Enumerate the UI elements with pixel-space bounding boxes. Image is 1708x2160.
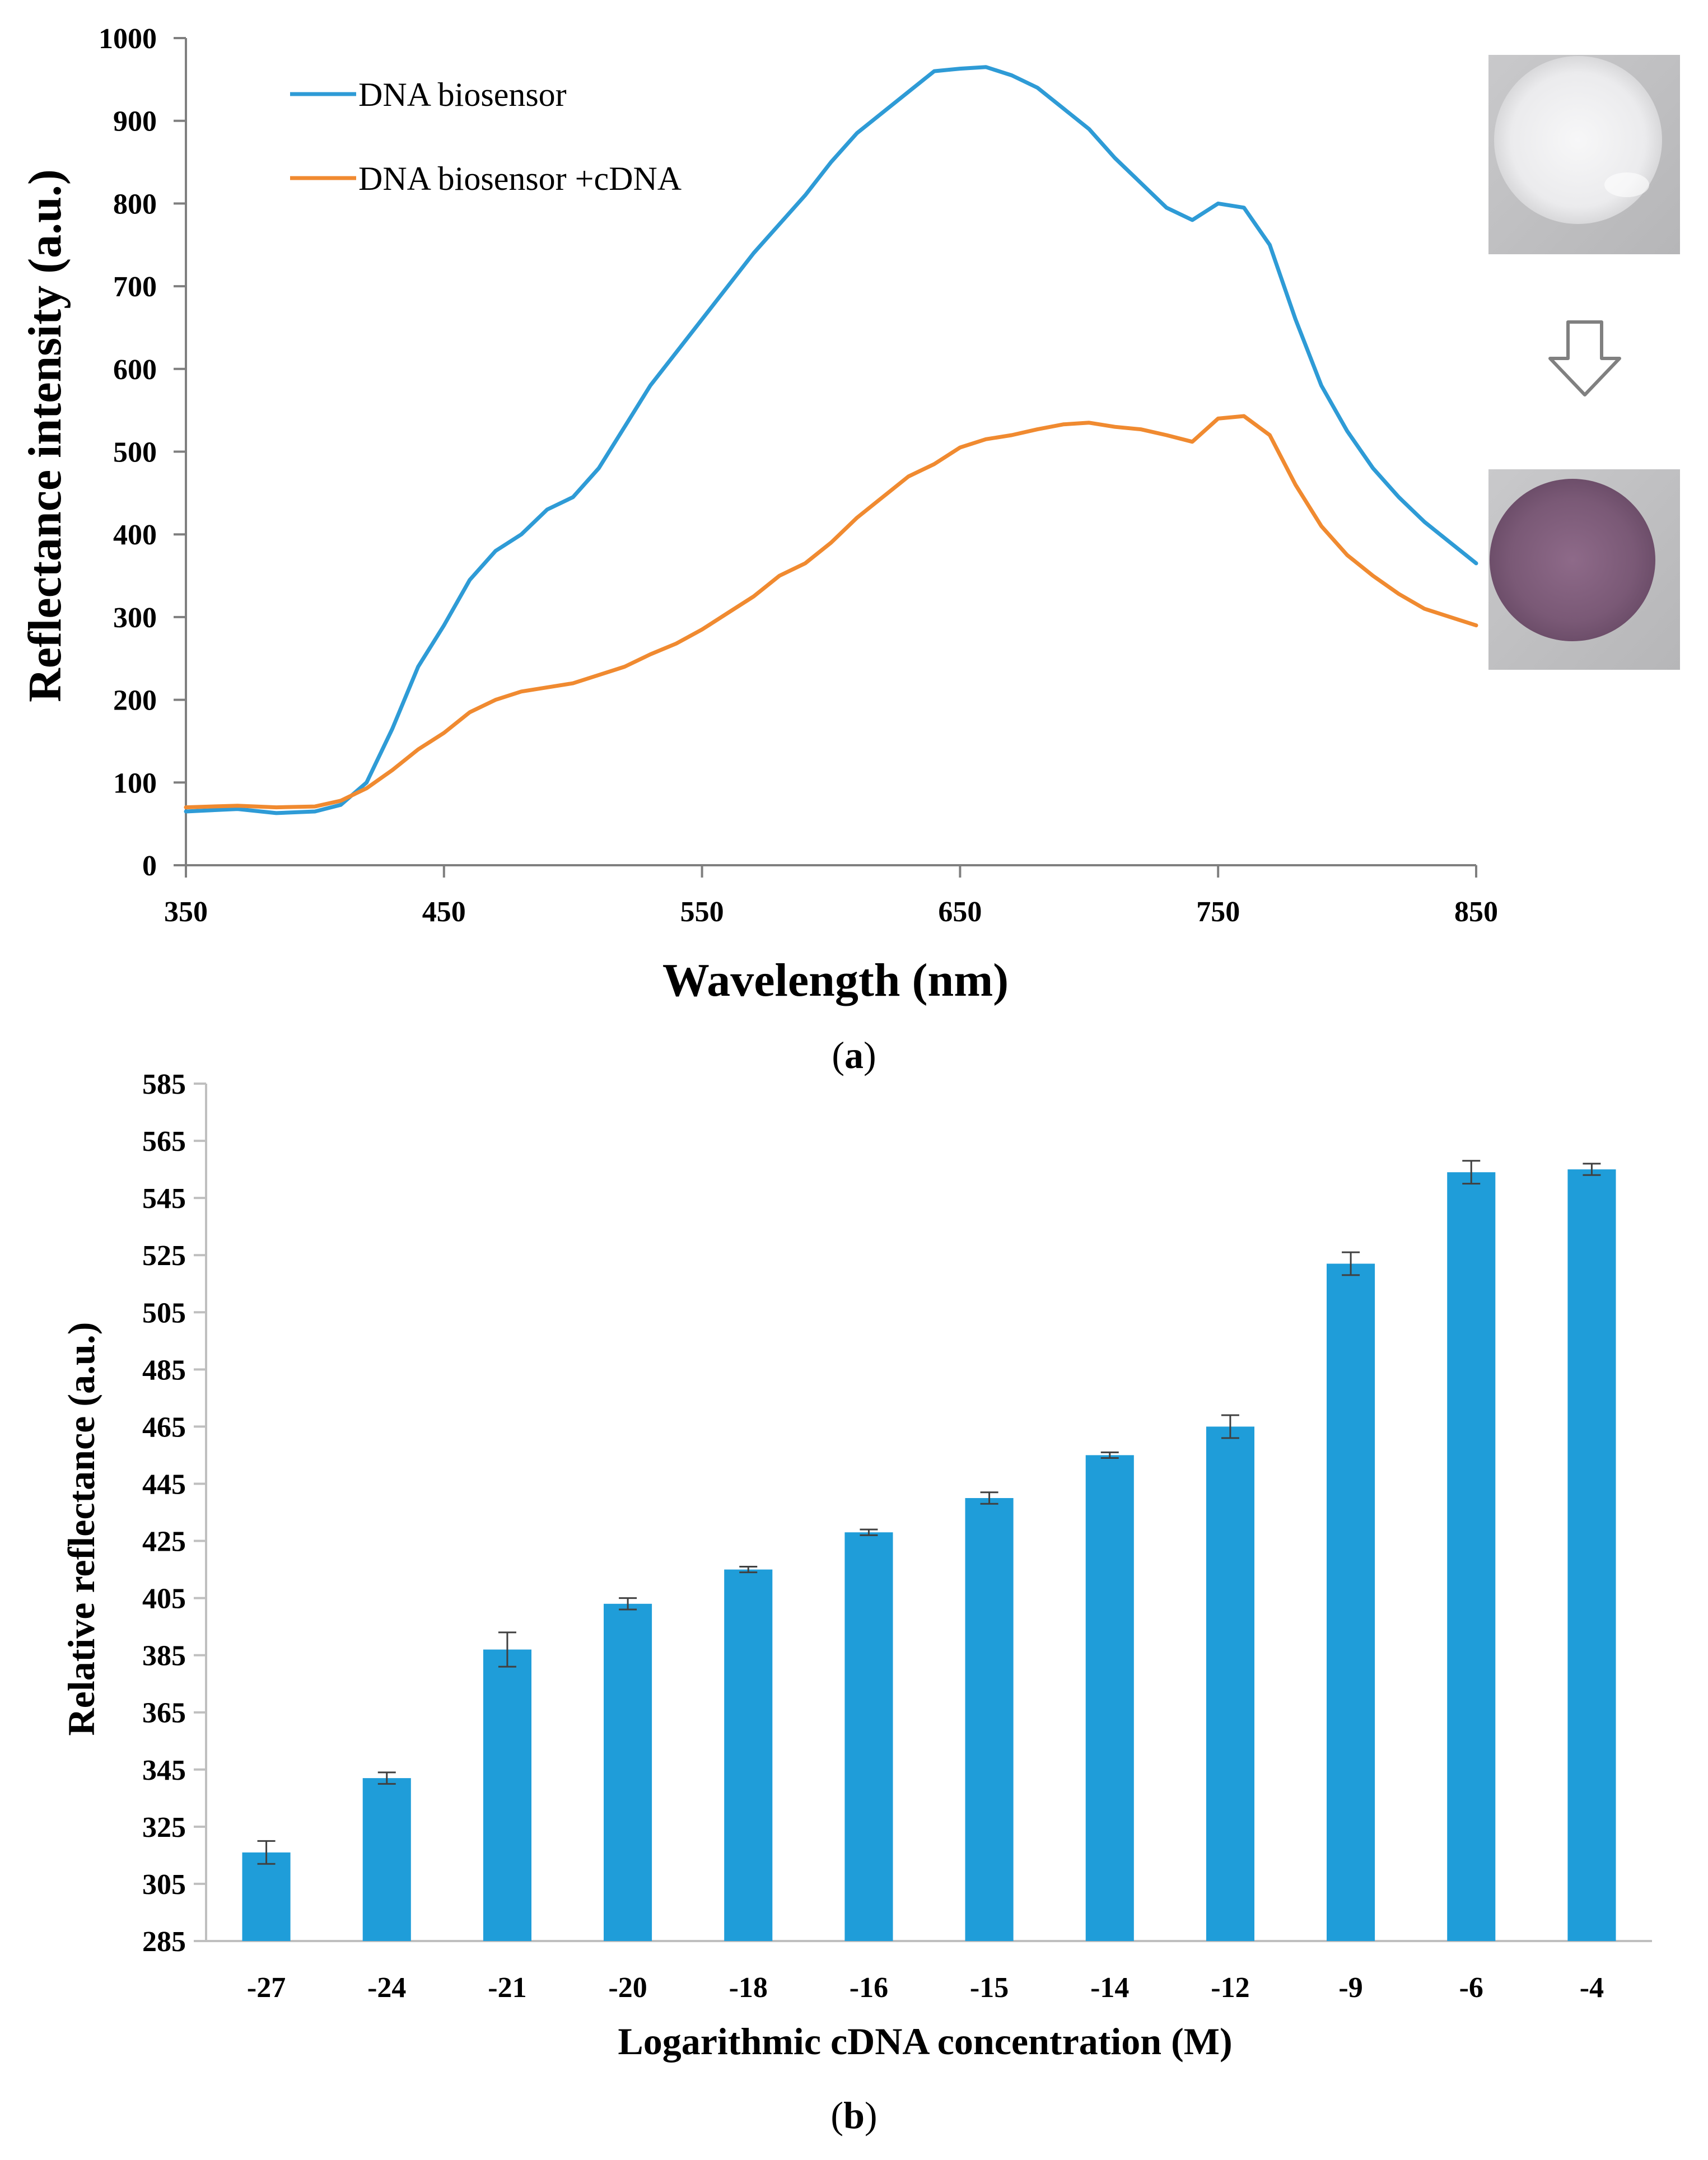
chart-a-y-tick-label: 900	[113, 106, 157, 138]
chart-b-x-tick-label: -21	[488, 1972, 526, 2004]
chart-b-x-tick-label: -15	[970, 1972, 1009, 2004]
chart-b-y-tick-label: 285	[142, 1926, 186, 1958]
chart-b-y-tick-label: 525	[142, 1240, 186, 1272]
chart-b-x-tick-label: -18	[729, 1972, 768, 2004]
chart-b-x-tick-label: -14	[1090, 1972, 1129, 2004]
bar--24	[362, 1778, 411, 1941]
bar--18	[724, 1569, 773, 1941]
error-bar--27	[257, 1840, 276, 1865]
down-arrow-icon	[1548, 320, 1621, 396]
white-sensor-spot-photo	[1488, 55, 1680, 254]
chart-b-y-tick-label: 325	[142, 1812, 186, 1844]
chart-b-x-tick-label: -6	[1459, 1972, 1483, 2004]
error-bar--20	[619, 1597, 637, 1611]
chart-b-y-tick-label: 385	[142, 1640, 186, 1672]
chart-b-x-ticks: -27 -24 -21 -20 -18 -16 -15 -14 -12 -9 -6 -4	[247, 1972, 1604, 2004]
chart-a-legend: DNA biosensor DNA biosensor +cDNA	[290, 76, 682, 197]
chart-b-y-tick-label: 485	[142, 1354, 186, 1386]
chart-b-y-tick-label: 345	[142, 1755, 186, 1786]
chart-a-y-tick-label: 0	[142, 850, 157, 882]
error-bar--12	[1221, 1414, 1239, 1439]
error-bar--4	[1583, 1163, 1601, 1176]
chart-a-x-tick-label: 650	[938, 896, 982, 928]
chart-b-x-tick-label: -9	[1338, 1972, 1362, 2004]
chart-b-y-tick-label: 465	[142, 1411, 186, 1443]
bar--15	[965, 1498, 1014, 1941]
chart-a-y-tick-label: 400	[113, 519, 157, 551]
error-bar--18	[739, 1565, 758, 1574]
chart-b-x-axis-title: Logarithmic cDNA concentration (M)	[618, 2020, 1232, 2063]
chart-b-x-tick-label: -27	[247, 1972, 286, 2004]
legend-label-dna-biosensor: DNA biosensor	[358, 76, 567, 113]
relative-reflectance-bar-chart: 285 305 325 345 365 385 405 425 445 465 485 505 525 5…	[60, 1069, 1652, 2063]
chart-a-x-tick-label: 550	[680, 896, 724, 928]
chart-b-y-tick-label: 505	[142, 1297, 186, 1329]
chart-a-x-axis-title: Wavelength (nm)	[662, 954, 1009, 1006]
chart-a-x-ticks: 350 450 550 650 750 850	[164, 865, 1498, 928]
panel-label-b: (b)	[830, 2094, 877, 2136]
chart-a-x-tick-label: 750	[1196, 896, 1240, 928]
bar--14	[1085, 1455, 1134, 1941]
chart-a-y-ticks: 0 100 200 300 400 500 600 700 800 900 1000	[99, 23, 186, 882]
bar--27	[242, 1852, 291, 1941]
chart-a-y-tick-label: 600	[113, 354, 157, 386]
bar--6	[1447, 1172, 1496, 1941]
series-line-dna-biosensor-cdna	[184, 414, 1478, 810]
error-bar--14	[1100, 1451, 1119, 1459]
chart-a-y-tick-label: 300	[113, 602, 157, 634]
chart-b-bars	[242, 1160, 1616, 1941]
legend-label-dna-biosensor-cdna: DNA biosensor +cDNA	[358, 160, 682, 197]
chart-a-series	[184, 65, 1478, 815]
reflectance-spectrum-chart: 0 100 200 300 400 500 600 700 800 900 1000 350 450 5…	[19, 23, 1680, 1006]
bar--16	[844, 1532, 893, 1941]
chart-b-y-tick-label: 585	[142, 1069, 186, 1100]
bar--9	[1327, 1263, 1375, 1941]
chart-b-x-tick-label: -24	[367, 1972, 406, 2004]
chart-b-y-axis-title: Relative reflectance (a.u.)	[60, 1322, 102, 1736]
chart-a-x-tick-label: 350	[164, 896, 208, 928]
purple-sensor-spot-photo	[1488, 469, 1680, 670]
chart-a-y-tick-label: 1000	[99, 23, 157, 55]
chart-b-y-tick-label: 425	[142, 1526, 186, 1558]
error-bar--6	[1462, 1160, 1481, 1185]
bar--20	[604, 1603, 652, 1941]
chart-a-y-tick-label: 200	[113, 685, 157, 717]
bar--12	[1206, 1426, 1254, 1941]
chart-b-y-tick-label: 405	[142, 1583, 186, 1615]
chart-b-y-ticks: 285 305 325 345 365 385 405 425 445 465 485 505 525 5…	[142, 1069, 206, 1958]
chart-b-y-tick-label: 305	[142, 1869, 186, 1901]
chart-a-x-tick-label: 850	[1454, 896, 1498, 928]
chart-b-y-tick-label: 445	[142, 1468, 186, 1500]
chart-a-y-axis-title: Reflectance intensity (a.u.)	[19, 169, 71, 702]
error-bar--16	[860, 1528, 878, 1536]
error-bar--9	[1342, 1251, 1360, 1276]
chart-a-y-tick-label: 700	[113, 271, 157, 303]
chart-b-x-tick-label: -16	[850, 1972, 888, 2004]
chart-b-x-tick-label: -12	[1211, 1972, 1249, 2004]
error-bar--15	[980, 1491, 998, 1505]
chart-a-x-tick-label: 450	[422, 896, 466, 928]
error-bar--21	[498, 1631, 516, 1668]
chart-b-axes	[205, 1084, 1652, 1942]
chart-b-y-tick-label: 565	[142, 1126, 186, 1158]
chart-b-x-tick-label: -20	[608, 1972, 647, 2004]
chart-b-y-tick-label: 545	[142, 1183, 186, 1215]
chart-b-x-tick-label: -4	[1580, 1972, 1604, 2004]
chart-b-y-tick-label: 365	[142, 1697, 186, 1729]
chart-a-y-tick-label: 100	[113, 767, 157, 799]
bar--21	[483, 1649, 531, 1941]
chart-a-y-tick-label: 500	[113, 437, 157, 469]
bar--4	[1567, 1169, 1616, 1941]
chart-a-y-tick-label: 800	[113, 188, 157, 220]
panel-label-a: (a)	[832, 1034, 876, 1076]
series-line-dna-biosensor	[184, 65, 1478, 815]
error-bar--24	[377, 1771, 396, 1785]
